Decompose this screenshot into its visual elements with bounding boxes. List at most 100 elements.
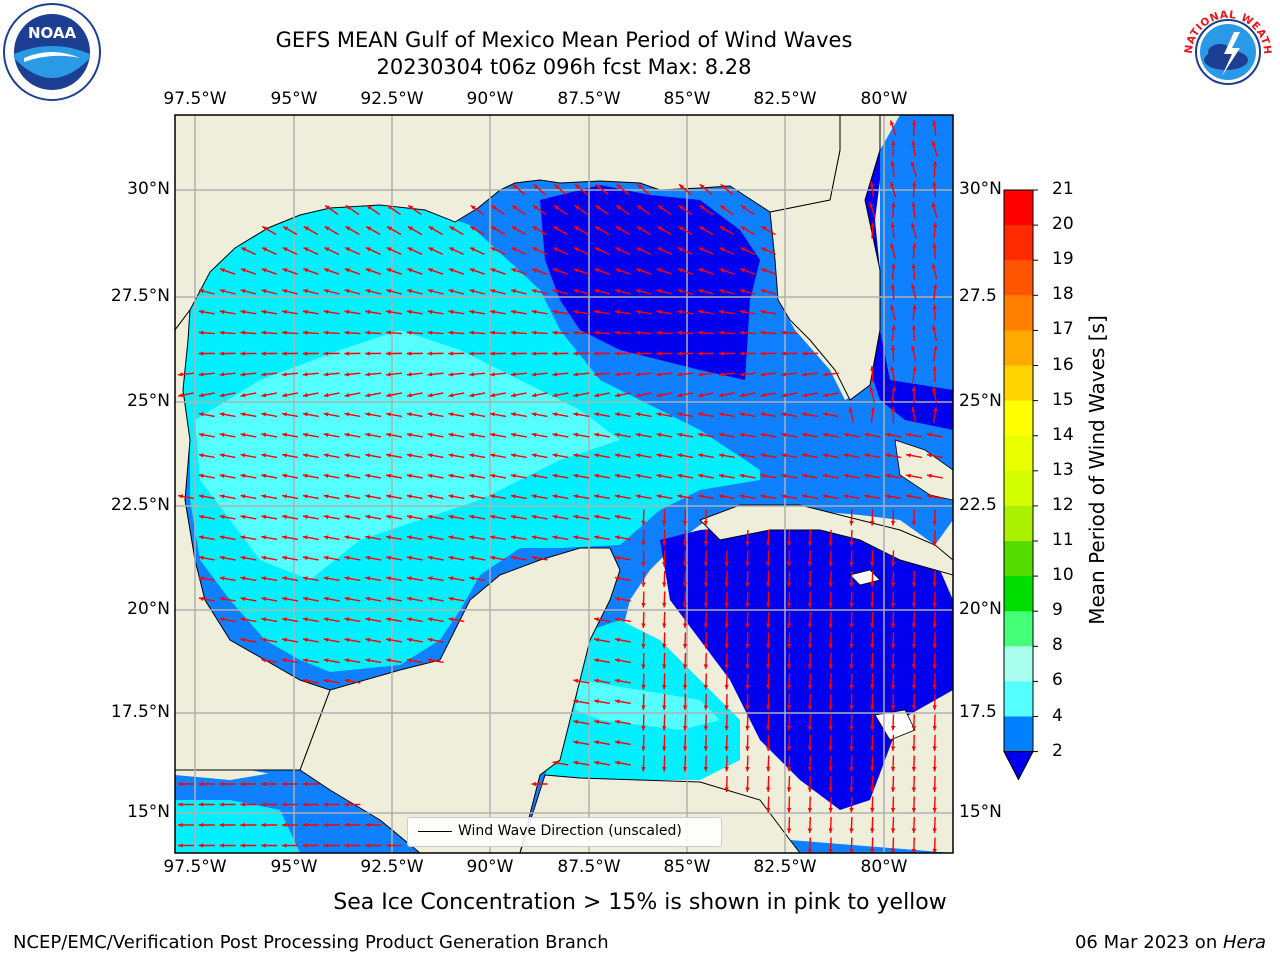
- wave-arrowhead: [427, 309, 433, 315]
- wave-arrowhead: [282, 412, 287, 417]
- wave-arrowhead: [911, 140, 916, 146]
- wave-arrowhead: [802, 432, 807, 438]
- wave-arrowhead: [365, 843, 370, 848]
- wave-arrowhead: [386, 596, 391, 602]
- wave-arrowhead: [677, 268, 683, 273]
- wave-arrowhead: [573, 412, 579, 417]
- lon-label-top: 85°W: [663, 89, 711, 109]
- wave-arrowhead: [849, 828, 854, 833]
- wave-arrowhead: [614, 555, 620, 561]
- wave-arrowhead: [698, 453, 703, 458]
- wave-arrowhead: [427, 453, 433, 458]
- wave-arrowhead: [490, 289, 496, 294]
- wave-arrowhead: [241, 247, 247, 252]
- wave-arrowhead: [490, 268, 496, 273]
- wave-arrowhead: [679, 184, 684, 189]
- wave-arrowhead: [531, 393, 537, 398]
- wave-arrowhead: [911, 623, 917, 628]
- wave-arrowhead: [366, 226, 372, 231]
- wave-arrowhead: [282, 351, 287, 356]
- wave-arrowhead: [906, 494, 911, 499]
- wave-arrowhead: [262, 226, 268, 231]
- wave-arrowhead: [344, 596, 350, 602]
- wave-arrowhead: [703, 561, 709, 567]
- wave-arrowhead: [406, 637, 412, 643]
- wave-arrowhead: [531, 473, 537, 479]
- wave-arrowhead: [656, 393, 662, 398]
- wave-arrowhead: [178, 372, 183, 377]
- wave-arrowhead: [677, 309, 683, 315]
- wave-arrowhead: [932, 787, 937, 792]
- wave-arrowhead: [760, 289, 766, 294]
- wave-arrowhead: [240, 843, 245, 848]
- wave-arrowhead: [890, 787, 896, 792]
- wave-arrowhead: [240, 473, 246, 479]
- wave-arrowhead: [614, 393, 620, 398]
- wave-arrowhead: [531, 781, 537, 787]
- wave-arrowhead: [807, 541, 813, 546]
- colorbar-tick-label: 6: [1052, 670, 1063, 691]
- wave-arrowhead: [406, 576, 412, 581]
- wave-arrowhead: [614, 699, 620, 704]
- wave-arrowhead: [282, 781, 287, 787]
- wave-arrowhead: [911, 520, 917, 526]
- wave-arrowhead: [552, 393, 558, 398]
- lat-label-left: 27.5°N: [110, 286, 170, 306]
- wave-arrowhead: [198, 822, 204, 828]
- wave-arrowhead: [448, 617, 454, 622]
- wave-arrowhead: [720, 205, 726, 210]
- wave-arrowhead: [828, 828, 833, 833]
- legend-label: Wind Wave Direction (unscaled): [458, 823, 682, 839]
- wave-arrowhead: [718, 473, 724, 479]
- wave-arrowhead: [406, 494, 412, 499]
- wave-arrowhead: [740, 226, 746, 231]
- wave-arrowhead: [822, 453, 828, 458]
- wave-arrowhead: [870, 561, 875, 567]
- map-legend: Wind Wave Direction (unscaled): [407, 817, 722, 847]
- wave-arrowhead: [406, 453, 412, 458]
- wave-arrowhead: [931, 140, 936, 146]
- wave-arrowhead: [891, 202, 896, 207]
- wave-arrowhead: [448, 473, 454, 479]
- wave-arrowhead: [325, 205, 330, 210]
- wave-arrowhead: [302, 576, 308, 581]
- wave-arrowhead: [302, 330, 308, 335]
- wave-arrowhead: [344, 432, 350, 438]
- wave-arrowhead: [219, 393, 225, 398]
- wave-arrowhead: [703, 664, 709, 669]
- wave-arrowhead: [490, 412, 495, 417]
- wave-arrowhead: [724, 623, 729, 628]
- wave-arrowhead: [552, 514, 558, 520]
- wave-arrowhead: [932, 828, 937, 833]
- wave-arrowhead: [614, 432, 620, 438]
- wave-arrowhead: [282, 596, 287, 602]
- colorbar-tick-label: 21: [1052, 179, 1074, 199]
- wave-arrowhead: [760, 412, 766, 417]
- wave-arrowhead: [781, 432, 787, 438]
- wave-arrowhead: [386, 453, 391, 458]
- wave-arrowhead: [303, 289, 308, 294]
- wave-arrowhead: [594, 268, 600, 273]
- wave-arrowhead: [261, 555, 267, 561]
- wave-arrowhead: [302, 494, 308, 499]
- wave-arrowhead: [283, 226, 289, 231]
- wave-arrowhead: [198, 555, 204, 561]
- wave-arrowhead: [932, 181, 937, 187]
- map-title: GEFS MEAN Gulf of Mexico Mean Period of …: [275, 28, 853, 52]
- wave-arrowhead: [345, 205, 351, 210]
- wave-arrowhead: [324, 226, 330, 231]
- wave-arrowhead: [302, 535, 308, 540]
- wave-arrowhead: [344, 555, 350, 561]
- wave-arrowhead: [365, 555, 371, 561]
- wave-arrowhead: [698, 309, 703, 315]
- wave-arrowhead: [469, 432, 475, 438]
- wave-arrowhead: [510, 351, 516, 356]
- wave-arrowhead: [261, 432, 267, 438]
- wave-arrowhead: [677, 351, 682, 356]
- wave-arrowhead: [682, 725, 688, 731]
- wave-arrowhead: [786, 828, 792, 833]
- wave-arrowhead: [219, 473, 225, 479]
- wave-arrowhead: [490, 393, 495, 398]
- wave-arrowhead: [926, 494, 932, 499]
- wave-arrowhead: [365, 514, 371, 520]
